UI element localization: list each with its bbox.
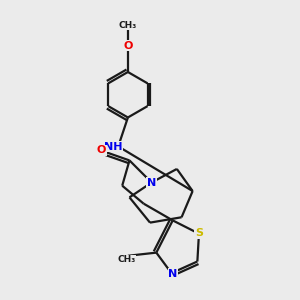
Text: CH₃: CH₃ [119,21,137,30]
Text: O: O [123,41,133,51]
Text: O: O [97,145,106,155]
Text: N: N [147,178,156,188]
Text: S: S [195,228,203,238]
Text: N: N [168,269,178,279]
Text: CH₃: CH₃ [117,255,135,264]
Text: NH: NH [104,142,123,152]
